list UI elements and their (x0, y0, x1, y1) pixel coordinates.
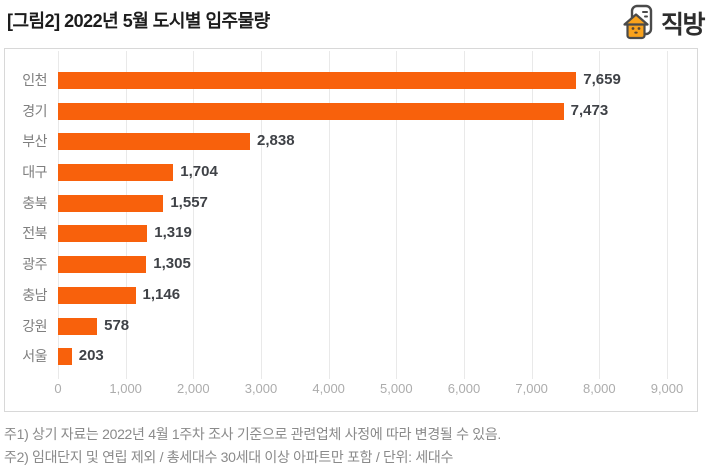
value-label: 203 (78, 347, 104, 365)
x-tick-label: 3,000 (244, 381, 278, 396)
gridline (328, 51, 330, 379)
gridline (125, 51, 127, 379)
x-tick-label: 8,000 (583, 381, 616, 396)
bar (58, 348, 72, 366)
x-tick-label: 5,000 (380, 381, 413, 396)
bar (58, 164, 174, 182)
x-tick-label: 4,000 (312, 381, 345, 396)
bar-row: 대구 1,704 (5, 157, 697, 188)
gridlines (5, 51, 697, 379)
x-tick-label: 6,000 (447, 381, 481, 396)
gridline (396, 51, 398, 379)
category-label: 광주 (22, 256, 47, 273)
bar (58, 102, 564, 120)
footnotes: 주1) 상기 자료는 2022년 4월 1주차 조사 기준으로 관련업체 사정에… (4, 423, 501, 469)
gridline (667, 51, 668, 379)
page-title: [그림2] 2022년 5월 도시별 입주물량 (7, 11, 270, 31)
category-label: 충북 (22, 194, 47, 211)
bar-row: 서울 203 (5, 341, 697, 372)
gridline (193, 51, 195, 379)
footnote-2: 주2) 임대단지 및 연립 제외 / 총세대수 30세대 이상 아파트만 포함 … (4, 449, 454, 465)
category-label: 전북 (22, 225, 47, 242)
bar-row: 충북 1,557 (5, 188, 697, 219)
value-label: 1,305 (153, 255, 191, 273)
gridline (464, 51, 465, 379)
bar (58, 317, 98, 335)
bar-row: 강원 578 (5, 311, 697, 342)
bar-row: 전북 1,319 (5, 218, 697, 249)
gridline (531, 51, 533, 379)
value-label: 7,659 (583, 71, 621, 88)
bar-row: 광주 1,305 (5, 249, 697, 280)
value-label: 1,704 (180, 163, 218, 181)
bar (58, 256, 147, 274)
bar (58, 72, 577, 89)
bar-row: 경기 7,473 (5, 96, 697, 127)
bar (58, 225, 148, 243)
value-label: 1,319 (154, 224, 192, 242)
category-label: 서울 (22, 348, 47, 365)
footnote-1: 주1) 상기 자료는 2022년 4월 1주차 조사 기준으로 관련업체 사정에… (4, 426, 501, 442)
bar-row: 인천 7,659 (5, 65, 697, 96)
gridline (58, 51, 59, 379)
bar (58, 133, 251, 151)
value-label: 2,838 (257, 132, 295, 150)
chart-panel: 인천 7,659 경기 7,473 부산 2,838 대구 1,704 충북 1,557 전북 1,3… (4, 48, 698, 412)
category-label: 부산 (22, 133, 47, 150)
bar (58, 286, 136, 304)
category-label: 강원 (22, 317, 47, 334)
zigbang-house-icon (623, 4, 653, 40)
x-tick-label: 0 (54, 381, 62, 396)
zigbang-logo-text: 직방 (660, 11, 706, 39)
x-axis: 0 1,000 2,000 3,000 4,000 5,000 6,000 7,000 8,00… (5, 381, 697, 401)
bar-row: 충남 1,146 (5, 280, 697, 311)
value-label: 1,146 (142, 285, 181, 303)
category-label: 충남 (22, 286, 47, 303)
x-tick-label: 7,000 (515, 381, 548, 396)
bar-rows: 인천 7,659 경기 7,473 부산 2,838 대구 1,704 충북 1,557 전북 1,3… (5, 65, 697, 372)
x-tick-label: 2,000 (177, 381, 210, 396)
category-label: 대구 (22, 164, 47, 181)
category-label: 인천 (22, 72, 47, 88)
value-label: 1,557 (170, 193, 208, 211)
value-label: 7,473 (570, 101, 609, 119)
gridline (599, 51, 601, 379)
zigbang-logo: 직방 (620, 3, 706, 43)
x-tick-label: 1,000 (109, 381, 142, 396)
category-label: 경기 (22, 102, 47, 119)
bar-row: 부산 2,838 (5, 126, 697, 157)
bar (58, 194, 164, 212)
gridline (261, 51, 262, 379)
value-label: 578 (104, 316, 130, 334)
x-tick-label: 9,000 (650, 381, 684, 396)
